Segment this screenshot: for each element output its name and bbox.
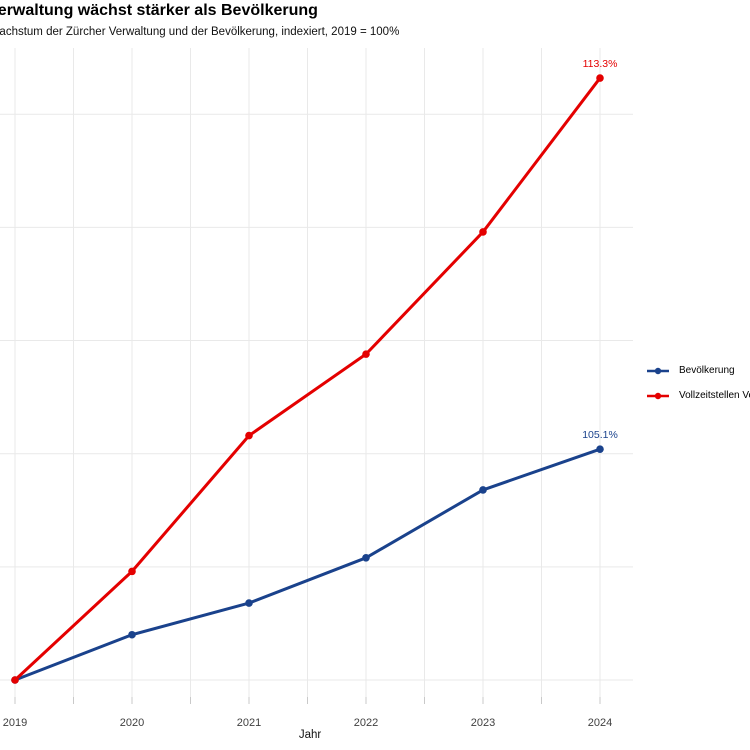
x-tick-label: 2021 <box>237 717 261 729</box>
series-line <box>13 77 602 682</box>
series-line <box>14 447 601 682</box>
legend-label: Bevölkerung <box>679 365 735 376</box>
data-point <box>245 431 253 440</box>
x-tick-label: 2024 <box>588 717 612 729</box>
chart-title: Verwaltung wächst stärker als Bevölkerun… <box>0 2 318 19</box>
legend-label: Vollzeitstellen Verwaltung <box>679 390 750 401</box>
legend-key-icon <box>647 367 669 374</box>
data-point <box>11 676 19 684</box>
series-end-label: 105.1% <box>582 429 618 441</box>
legend-item: Bevölkerung <box>646 364 750 377</box>
chart-subtitle: Wachstum der Zürcher Verwaltung und der … <box>0 26 400 38</box>
data-point <box>362 350 370 358</box>
x-tick-label: 2023 <box>471 717 495 729</box>
x-tick-label: 2019 <box>3 717 27 729</box>
x-tick-label: 2020 <box>120 717 144 729</box>
data-point <box>596 445 604 453</box>
legend-key-icon <box>647 392 669 399</box>
data-point <box>245 599 253 607</box>
data-point <box>596 74 604 82</box>
legend-item: Vollzeitstellen Verwaltung <box>646 389 750 402</box>
data-point <box>362 553 370 562</box>
legend: Bevölkerung Vollzeitstellen Verwaltung <box>646 364 750 402</box>
series-end-label: 113.3% <box>583 58 618 70</box>
data-point <box>128 567 136 576</box>
data-point <box>479 486 487 494</box>
data-point <box>128 630 136 639</box>
x-tick-label: 2022 <box>354 717 378 729</box>
data-point <box>479 228 487 236</box>
x-axis-title: Jahr <box>298 729 322 741</box>
